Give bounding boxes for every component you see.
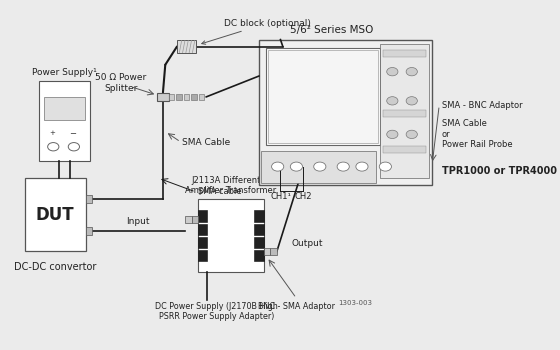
FancyBboxPatch shape xyxy=(184,94,189,100)
FancyBboxPatch shape xyxy=(270,248,277,255)
Text: J2113A Differential
Amplifier Transformer: J2113A Differential Amplifier Transforme… xyxy=(185,176,277,195)
Circle shape xyxy=(406,97,417,105)
FancyBboxPatch shape xyxy=(192,94,197,100)
FancyBboxPatch shape xyxy=(254,250,264,261)
Text: SMA - BNC Adaptor: SMA - BNC Adaptor xyxy=(441,101,522,110)
Circle shape xyxy=(272,162,284,171)
FancyBboxPatch shape xyxy=(259,40,432,186)
FancyBboxPatch shape xyxy=(382,146,426,153)
FancyBboxPatch shape xyxy=(198,250,207,261)
FancyBboxPatch shape xyxy=(44,97,85,120)
FancyBboxPatch shape xyxy=(199,94,204,100)
Text: CH2: CH2 xyxy=(295,193,312,201)
FancyBboxPatch shape xyxy=(198,199,264,272)
FancyBboxPatch shape xyxy=(262,150,376,183)
Circle shape xyxy=(406,68,417,76)
Text: 1303-003: 1303-003 xyxy=(339,300,372,307)
Text: 50 Ω Power
Splitter: 50 Ω Power Splitter xyxy=(95,73,146,93)
Circle shape xyxy=(387,68,398,76)
Text: BNC - SMA Adaptor: BNC - SMA Adaptor xyxy=(258,302,335,311)
Circle shape xyxy=(356,162,368,171)
Circle shape xyxy=(68,142,80,151)
Text: TPR1000 or TPR4000: TPR1000 or TPR4000 xyxy=(441,166,557,176)
Text: −: − xyxy=(69,129,76,138)
FancyBboxPatch shape xyxy=(254,210,264,222)
Text: CH1¹: CH1¹ xyxy=(270,193,291,201)
FancyBboxPatch shape xyxy=(25,178,86,251)
Text: +: + xyxy=(49,130,55,136)
FancyBboxPatch shape xyxy=(169,94,174,100)
Text: DC block (optional): DC block (optional) xyxy=(202,19,311,44)
FancyBboxPatch shape xyxy=(266,48,380,145)
FancyBboxPatch shape xyxy=(185,216,192,223)
Circle shape xyxy=(406,130,417,139)
Text: Output: Output xyxy=(292,239,323,248)
FancyBboxPatch shape xyxy=(382,50,426,57)
Text: SMA Cable
or
Power Rail Probe: SMA Cable or Power Rail Probe xyxy=(441,119,512,149)
Circle shape xyxy=(337,162,349,171)
FancyBboxPatch shape xyxy=(86,195,92,203)
FancyBboxPatch shape xyxy=(198,224,207,235)
FancyBboxPatch shape xyxy=(254,224,264,235)
FancyBboxPatch shape xyxy=(198,237,207,248)
Text: 5/6² Series MSO: 5/6² Series MSO xyxy=(290,26,374,35)
FancyBboxPatch shape xyxy=(264,248,270,255)
Circle shape xyxy=(290,162,302,171)
Text: DC Power Supply (J2170B High
PSRR Power Supply Adapter): DC Power Supply (J2170B High PSRR Power … xyxy=(156,302,278,321)
FancyBboxPatch shape xyxy=(198,210,207,222)
Text: DC-DC convertor: DC-DC convertor xyxy=(14,262,96,272)
FancyBboxPatch shape xyxy=(382,110,426,117)
Text: SMA cable: SMA cable xyxy=(198,188,242,196)
Text: DUT: DUT xyxy=(36,206,74,224)
Text: Input: Input xyxy=(127,217,150,226)
FancyBboxPatch shape xyxy=(176,94,182,100)
FancyBboxPatch shape xyxy=(254,237,264,248)
FancyBboxPatch shape xyxy=(86,227,92,235)
FancyBboxPatch shape xyxy=(268,50,378,143)
Circle shape xyxy=(314,162,326,171)
Circle shape xyxy=(48,142,59,151)
Text: Power Supply¹: Power Supply¹ xyxy=(32,68,97,77)
FancyBboxPatch shape xyxy=(380,44,429,178)
FancyBboxPatch shape xyxy=(39,81,90,161)
Circle shape xyxy=(387,130,398,139)
Text: SMA Cable: SMA Cable xyxy=(181,138,230,147)
Circle shape xyxy=(379,162,391,171)
Circle shape xyxy=(387,97,398,105)
FancyBboxPatch shape xyxy=(192,216,198,223)
FancyBboxPatch shape xyxy=(157,92,169,101)
FancyBboxPatch shape xyxy=(177,41,195,52)
